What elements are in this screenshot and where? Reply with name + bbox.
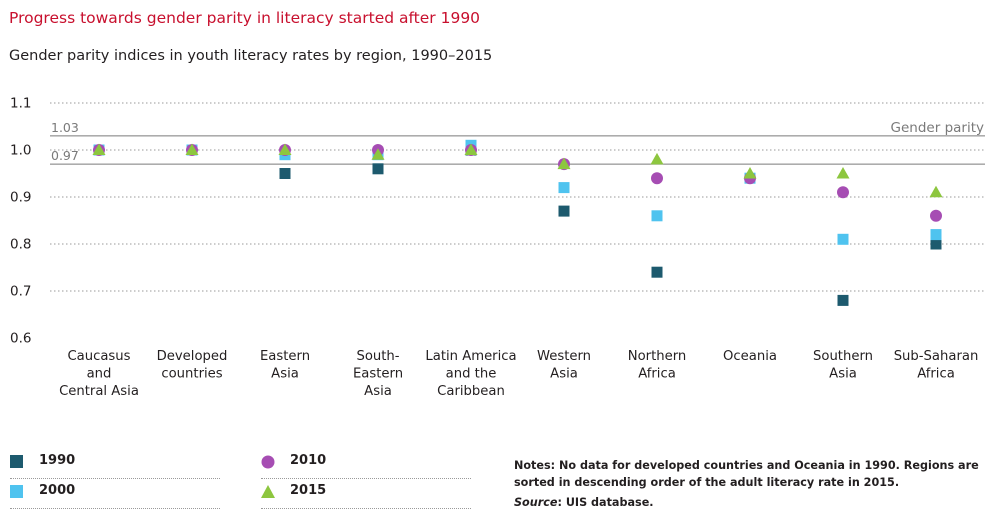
source-text: : UIS database. (557, 496, 654, 509)
x-category-label-line: Asia (271, 367, 299, 382)
point-1990 (558, 205, 570, 217)
chart-title: Progress towards gender parity in litera… (9, 9, 481, 27)
parity-name-label: Gender parity (891, 120, 984, 136)
x-category-label-line: Eastern (260, 349, 310, 364)
x-category-label-line: Asia (550, 367, 578, 382)
legend-label-2010: 2010 (290, 453, 327, 468)
point-2010 (930, 209, 942, 222)
x-category-label: Sub-Saharan Africa (894, 349, 979, 382)
x-category-label-line: countries (161, 367, 222, 382)
source-label: Source (514, 496, 558, 509)
point-2015 (743, 167, 757, 179)
y-tick-label: 0.9 (10, 190, 31, 206)
x-category-label: South- Eastern Asia (353, 349, 403, 399)
x-category-label-line: Central Asia (59, 384, 139, 399)
x-category-label-line: Southern (813, 349, 873, 364)
x-category-label-line: and the (446, 367, 497, 382)
point-2015 (185, 143, 199, 155)
point-2015 (371, 148, 385, 160)
x-category-label: Oceania (723, 349, 777, 364)
point-1990 (372, 163, 384, 175)
parity-lower-label: 0.97 (51, 148, 79, 163)
x-category-label: Caucasus and Central Asia (59, 349, 139, 399)
legend-marker-2010 (261, 455, 275, 469)
notes-text: Notes: No data for developed countries a… (514, 459, 979, 489)
x-category-label-line: Sub-Saharan (894, 349, 979, 364)
point-2015 (650, 152, 664, 165)
legend-divider (10, 508, 220, 510)
source-line: Source: UIS database. (514, 494, 984, 511)
legend-label-2000: 2000 (39, 483, 76, 498)
x-category-label: Northern Africa (628, 349, 687, 382)
legend-marker-2000 (10, 485, 23, 498)
point-2015 (464, 143, 478, 155)
x-category-label-line: Africa (917, 367, 955, 382)
x-category-label-line: and (87, 367, 112, 382)
point-2015 (92, 143, 106, 155)
x-category-label: Southern Asia (813, 349, 873, 382)
point-2000 (651, 210, 663, 222)
y-tick-label: 0.7 (10, 284, 31, 300)
x-category-label-line: Oceania (723, 349, 777, 364)
x-category-label-line: South- (356, 349, 399, 364)
point-2000 (837, 233, 849, 245)
data-points (92, 139, 943, 306)
parity-upper-label: 1.03 (51, 120, 79, 135)
parity-band: 1.03 0.97 Gender parity (50, 120, 985, 165)
x-category-label-line: Northern (628, 349, 687, 364)
x-category-label: Western Asia (537, 349, 591, 382)
legend-divider (261, 508, 471, 510)
x-category-label-line: Developed (157, 349, 228, 364)
point-1990 (279, 168, 291, 179)
x-category-label-line: Asia (829, 367, 857, 382)
point-1990 (930, 238, 942, 250)
x-category-label-line: Asia (364, 384, 392, 399)
legend-marker-2015 (261, 485, 275, 498)
y-tick-label: 0.8 (10, 237, 31, 253)
x-category-label-line: Caucasus (67, 349, 130, 364)
x-category-label: Latin America and the Caribbean (425, 349, 516, 399)
x-category-label-line: Western (537, 349, 591, 364)
point-2015 (836, 167, 850, 179)
point-2015 (557, 157, 571, 170)
point-2000 (558, 182, 570, 194)
y-tick-label: 0.6 (10, 331, 31, 347)
point-2010 (837, 186, 849, 199)
point-2010 (651, 172, 663, 185)
chart-notes: Notes: No data for developed countries a… (514, 457, 984, 511)
x-category-label: Eastern Asia (260, 349, 310, 382)
x-category-label: Developed countries (157, 349, 228, 382)
legend-label-2015: 2015 (290, 483, 327, 498)
y-tick-label: 1.1 (10, 96, 31, 112)
y-tick-label: 1.0 (10, 143, 31, 159)
x-category-label-line: Latin America (425, 349, 516, 364)
x-category-label-line: Caribbean (437, 384, 505, 399)
legend-label-1990: 1990 (39, 453, 76, 468)
point-2000 (930, 229, 942, 241)
x-category-label-line: Africa (638, 367, 676, 382)
legend-divider (10, 478, 220, 480)
legend-divider (261, 478, 471, 480)
x-axis-labels: Caucasus and Central Asia Developed countrie… (59, 349, 978, 399)
point-2015 (278, 143, 292, 155)
chart-subtitle: Gender parity indices in youth literacy … (9, 48, 493, 64)
point-1990 (837, 294, 849, 306)
y-axis-ticks: 0.6 0.7 0.8 0.9 1.0 1.1 (10, 96, 31, 347)
x-category-label-line: Eastern (353, 367, 403, 382)
point-2015 (929, 185, 943, 198)
point-1990 (651, 266, 663, 278)
legend-marker-1990 (10, 455, 23, 468)
